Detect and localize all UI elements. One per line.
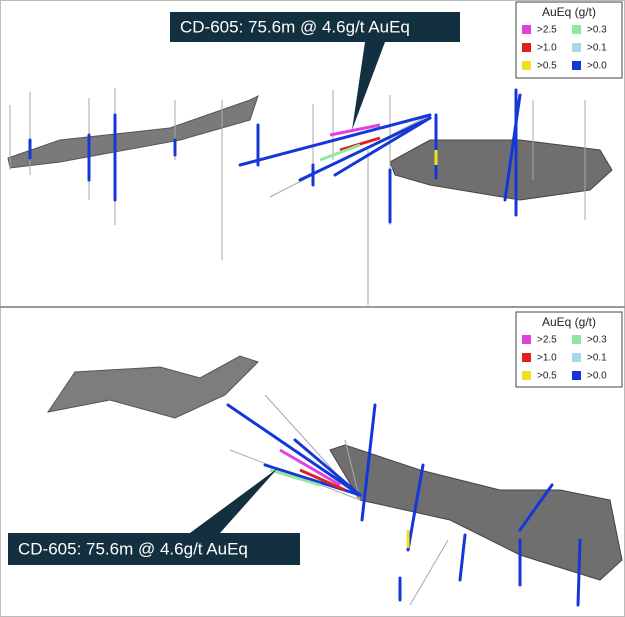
callout-text: CD-605: 75.6m @ 4.6g/t AuEq [18,539,248,558]
legend-label: >2.5 [537,335,557,346]
callout-text: CD-605: 75.6m @ 4.6g/t AuEq [180,17,410,36]
ore-body [46,355,259,419]
legend-swatch [522,335,531,344]
legend-swatch [572,371,581,380]
legend-title: AuEq (g/t) [542,315,596,329]
legend-swatch [572,353,581,362]
legend-label: >1.0 [537,43,557,54]
legend-label: >0.5 [537,61,557,72]
top-panel: CD-605: 75.6m @ 4.6g/t AuEq AuEq (g/t) >… [7,1,623,305]
legend-label: >0.1 [587,353,607,364]
legend: AuEq (g/t) >2.5 >0.3 >1.0 >0.1 >0.5 >0.0 [515,1,623,79]
bottom-panel: CD-605: 75.6m @ 4.6g/t AuEq AuEq (g/t) >… [8,311,623,607]
ore-body [329,444,623,581]
legend-label: >0.0 [587,371,607,382]
callout-box [170,12,460,130]
legend-swatch [522,353,531,362]
legend-swatch [572,61,581,70]
legend-label: >0.3 [587,335,607,346]
legend-box [515,311,623,388]
legend-swatch [572,25,581,34]
drill-holes [28,88,522,224]
legend-label: >1.0 [537,353,557,364]
legend-swatch [522,43,531,52]
legend-swatch [572,43,581,52]
legend-swatch [572,335,581,344]
legend-label: >0.0 [587,61,607,72]
legend-swatch [522,371,531,380]
legend-label: >2.5 [537,25,557,36]
legend-swatch [522,25,531,34]
legend: AuEq (g/t) >2.5 >0.3 >1.0 >0.1 >0.5 >0.0 [515,311,623,388]
legend-swatch [522,61,531,70]
drill-holes [226,403,582,607]
legend-box [515,1,623,79]
legend-title: AuEq (g/t) [542,5,596,19]
callout-box [8,468,300,565]
legend-label: >0.1 [587,43,607,54]
legend-label: >0.3 [587,25,607,36]
ore-body [389,139,613,201]
legend-label: >0.5 [537,371,557,382]
